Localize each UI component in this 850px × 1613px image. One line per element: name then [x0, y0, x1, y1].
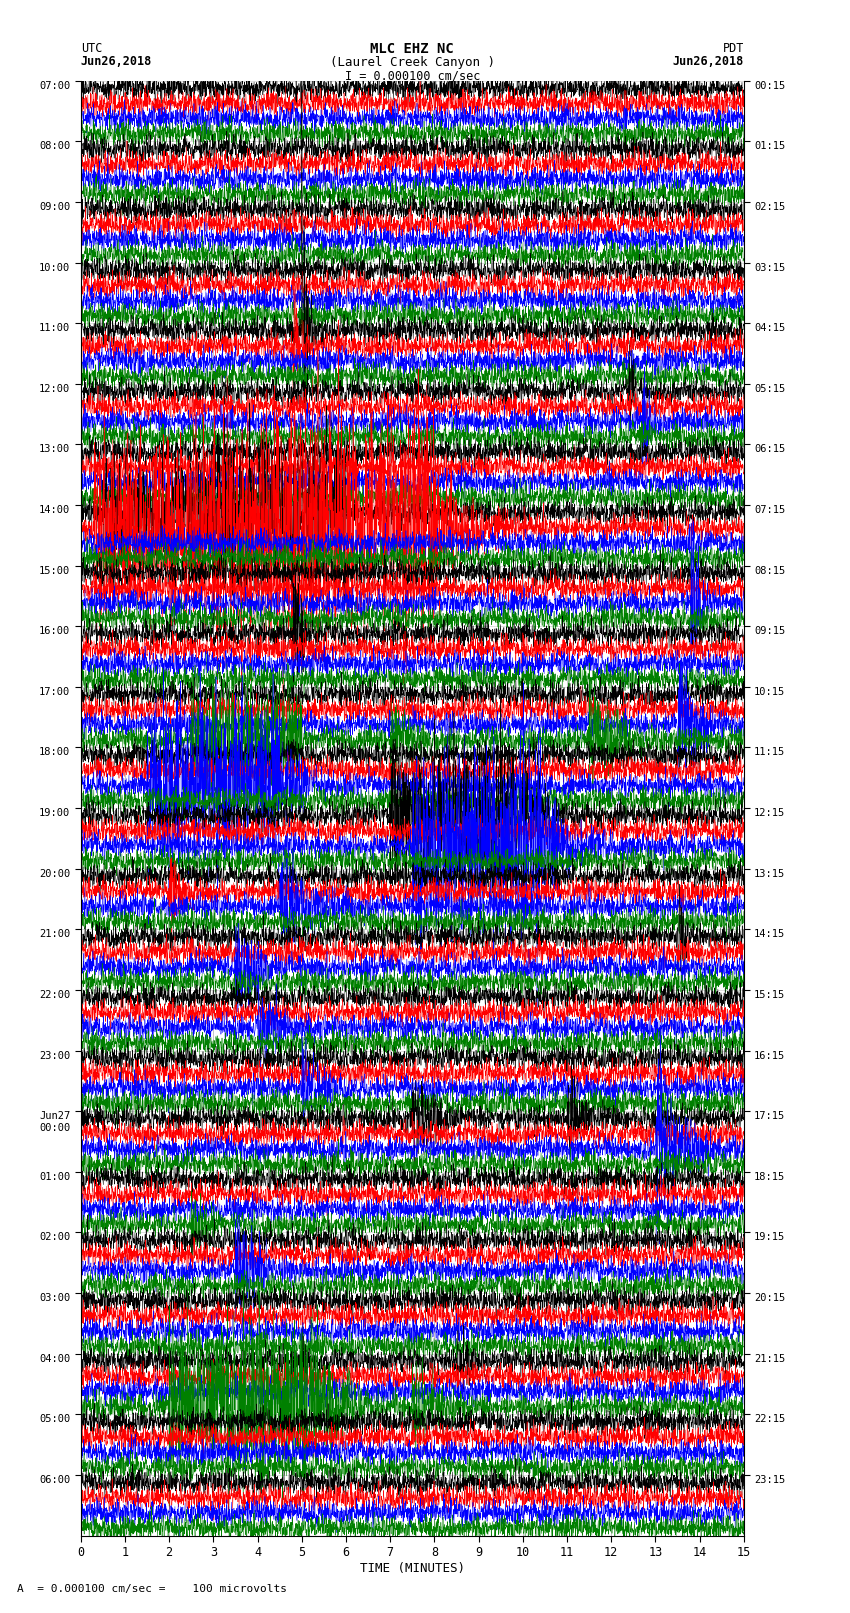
Text: MLC EHZ NC: MLC EHZ NC — [371, 42, 454, 56]
Text: PDT: PDT — [722, 42, 744, 55]
Text: Jun26,2018: Jun26,2018 — [81, 55, 152, 68]
Text: UTC: UTC — [81, 42, 102, 55]
X-axis label: TIME (MINUTES): TIME (MINUTES) — [360, 1561, 465, 1574]
Text: (Laurel Creek Canyon ): (Laurel Creek Canyon ) — [330, 56, 495, 69]
Text: Jun26,2018: Jun26,2018 — [672, 55, 744, 68]
Text: I = 0.000100 cm/sec: I = 0.000100 cm/sec — [344, 69, 480, 82]
Text: A  = 0.000100 cm/sec =    100 microvolts: A = 0.000100 cm/sec = 100 microvolts — [17, 1584, 287, 1594]
